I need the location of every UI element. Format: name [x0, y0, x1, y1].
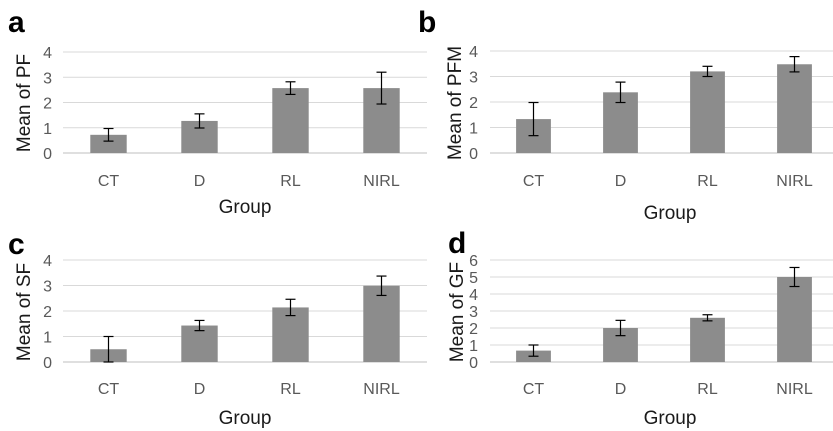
y-tick-label: 0	[43, 355, 52, 372]
bar	[181, 325, 218, 362]
x-axis-label: Group	[644, 203, 697, 224]
y-tick-label: 0	[43, 146, 52, 163]
chart-panel-c: c Mean of SF Group 0 1 2 3 4 CT D RL NIRL	[8, 228, 427, 429]
y-tick-label: 1	[43, 330, 52, 347]
x-tick-label: RL	[697, 381, 718, 398]
x-tick-label: D	[194, 173, 206, 190]
panel-letter: b	[418, 6, 436, 39]
y-tick-label: 0	[469, 146, 478, 163]
bar	[777, 64, 812, 153]
x-tick-label: RL	[280, 381, 301, 398]
y-tick-label: 1	[469, 338, 478, 355]
y-tick-label: 5	[469, 270, 478, 287]
y-tick-label: 2	[469, 321, 478, 338]
y-axis-label: Mean of GF	[447, 262, 468, 362]
chart-panel-b: b Mean of PFM Group 0 1 2 3 4 CT D RL NIRL	[418, 6, 833, 224]
panel-letter: d	[448, 227, 466, 260]
x-tick-label: NIRL	[776, 381, 813, 398]
y-tick-label: 4	[469, 287, 478, 304]
panel-letter: c	[8, 228, 25, 261]
y-axis-label: Mean of PFM	[445, 46, 466, 160]
bar	[690, 71, 725, 153]
x-tick-label: CT	[98, 381, 120, 398]
y-tick-label: 4	[43, 45, 52, 62]
y-tick-label: 1	[469, 121, 478, 138]
x-tick-label: RL	[280, 173, 301, 190]
x-tick-label: CT	[523, 381, 545, 398]
y-tick-label: 2	[43, 96, 52, 113]
x-tick-label: NIRL	[363, 381, 400, 398]
bar	[363, 285, 400, 362]
panel-letter: a	[8, 6, 25, 39]
y-tick-label: 4	[469, 44, 478, 61]
y-tick-label: 0	[469, 355, 478, 372]
bar	[272, 88, 309, 153]
bar	[272, 307, 309, 362]
y-axis-label: Mean of PF	[14, 54, 35, 152]
bar	[777, 277, 812, 362]
y-tick-label: 2	[43, 304, 52, 321]
chart-panel-a: a Mean of PF Group 0 1 2 3 4 CT D RL NIRL	[8, 6, 427, 218]
y-tick-label: 3	[43, 279, 52, 296]
y-tick-label: 1	[43, 121, 52, 138]
y-axis-label: Mean of SF	[14, 263, 35, 361]
y-tick-label: 6	[469, 253, 478, 270]
x-tick-label: D	[615, 381, 627, 398]
x-axis-label: Group	[219, 408, 272, 429]
x-tick-label: D	[615, 173, 627, 190]
x-tick-label: NIRL	[776, 173, 813, 190]
bar	[690, 317, 725, 362]
x-tick-label: CT	[523, 173, 545, 190]
x-tick-label: RL	[697, 173, 718, 190]
y-tick-label: 2	[469, 95, 478, 112]
y-tick-label: 3	[469, 304, 478, 321]
x-axis-label: Group	[644, 408, 697, 429]
y-tick-label: 3	[469, 70, 478, 87]
y-tick-label: 4	[43, 253, 52, 270]
y-tick-label: 3	[43, 70, 52, 87]
bar	[90, 134, 127, 153]
x-tick-label: D	[194, 381, 206, 398]
x-tick-label: CT	[98, 173, 120, 190]
x-tick-label: NIRL	[363, 173, 400, 190]
x-axis-label: Group	[219, 197, 272, 218]
